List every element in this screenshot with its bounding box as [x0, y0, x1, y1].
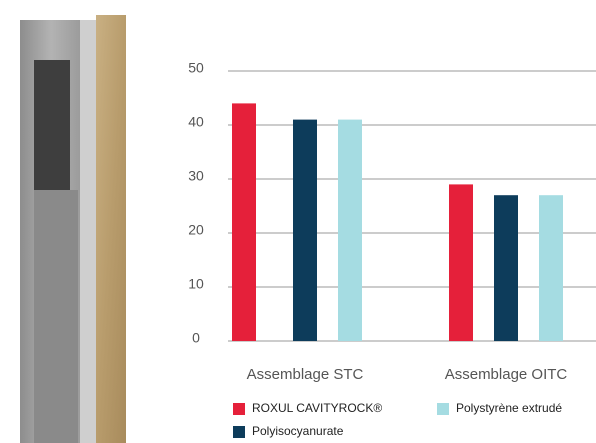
y-tick-label: 30: [188, 168, 204, 184]
legend-label: ROXUL CAVITYROCK®: [252, 401, 382, 415]
bar: [338, 119, 362, 341]
y-tick-label: 50: [188, 60, 204, 76]
bar: [232, 103, 256, 342]
y-tick-label: 10: [188, 276, 204, 292]
y-tick-label: 40: [188, 114, 204, 130]
bar: [539, 195, 563, 341]
legend-swatch: [233, 403, 245, 415]
legend-label: Polystyrène extrudé: [456, 401, 562, 415]
legend-label: Polyisocyanurate: [252, 424, 344, 438]
legend-swatch: [437, 403, 449, 415]
wall-photo: [20, 15, 126, 443]
y-tick-label: 20: [188, 222, 204, 238]
bar: [449, 184, 473, 341]
x-tick-label: Assemblage OITC: [445, 366, 568, 383]
y-tick-label: 0: [192, 330, 200, 346]
legend-swatch: [233, 426, 245, 438]
bar: [494, 195, 518, 341]
x-tick-label: Assemblage STC: [247, 366, 364, 383]
bar: [293, 119, 317, 341]
